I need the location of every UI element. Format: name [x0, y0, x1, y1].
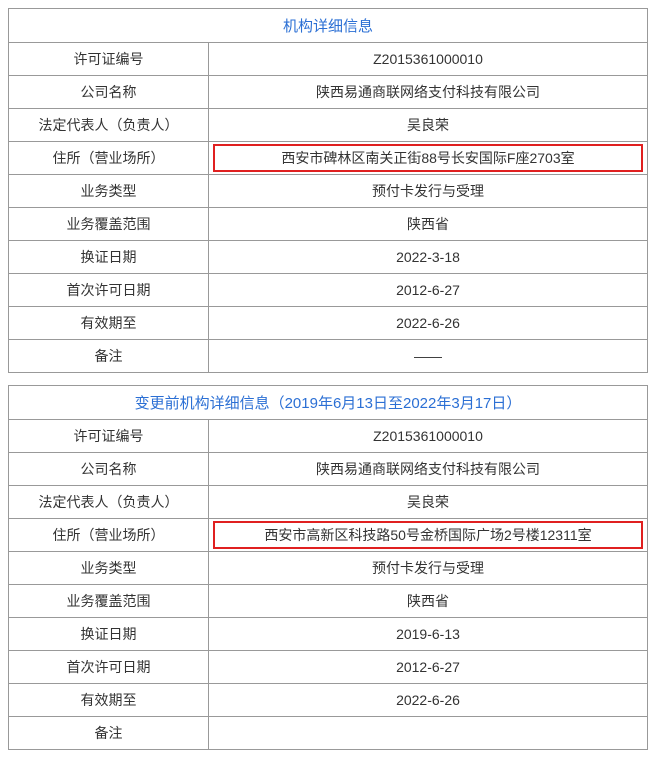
row-value: 陕西省	[209, 585, 648, 618]
table-row: 业务覆盖范围陕西省	[9, 208, 648, 241]
table-row: 许可证编号Z2015361000010	[9, 420, 648, 453]
table: 变更前机构详细信息（2019年6月13日至2022年3月17日）许可证编号Z20…	[8, 385, 648, 750]
row-value: 西安市高新区科技路50号金桥国际广场2号楼12311室	[209, 519, 648, 552]
row-label: 业务覆盖范围	[9, 585, 209, 618]
row-label: 首次许可日期	[9, 274, 209, 307]
row-value: 2012-6-27	[209, 651, 648, 684]
row-label: 公司名称	[9, 453, 209, 486]
table: 机构详细信息许可证编号Z2015361000010公司名称陕西易通商联网络支付科…	[8, 8, 648, 373]
row-value: 陕西省	[209, 208, 648, 241]
row-value: 预付卡发行与受理	[209, 175, 648, 208]
row-label: 换证日期	[9, 618, 209, 651]
table-title: 机构详细信息	[9, 9, 648, 43]
row-value: Z2015361000010	[209, 43, 648, 76]
row-label: 有效期至	[9, 307, 209, 340]
row-label: 首次许可日期	[9, 651, 209, 684]
row-label: 法定代表人（负责人）	[9, 109, 209, 142]
row-value: 2022-3-18	[209, 241, 648, 274]
row-label: 许可证编号	[9, 420, 209, 453]
row-value: 西安市碑林区南关正街88号长安国际F座2703室	[209, 142, 648, 175]
row-value: ——	[209, 340, 648, 373]
table-row: 换证日期2019-6-13	[9, 618, 648, 651]
table-row: 住所（营业场所）西安市碑林区南关正街88号长安国际F座2703室	[9, 142, 648, 175]
row-value: 预付卡发行与受理	[209, 552, 648, 585]
row-label: 法定代表人（负责人）	[9, 486, 209, 519]
row-value: 2022-6-26	[209, 684, 648, 717]
row-label: 有效期至	[9, 684, 209, 717]
row-label: 备注	[9, 717, 209, 750]
table-title: 变更前机构详细信息（2019年6月13日至2022年3月17日）	[9, 386, 648, 420]
row-label: 换证日期	[9, 241, 209, 274]
row-value: 陕西易通商联网络支付科技有限公司	[209, 453, 648, 486]
table-row: 许可证编号Z2015361000010	[9, 43, 648, 76]
info-table-0: 机构详细信息许可证编号Z2015361000010公司名称陕西易通商联网络支付科…	[8, 8, 648, 373]
table-row: 公司名称陕西易通商联网络支付科技有限公司	[9, 453, 648, 486]
row-label: 住所（营业场所）	[9, 519, 209, 552]
table-row: 住所（营业场所）西安市高新区科技路50号金桥国际广场2号楼12311室	[9, 519, 648, 552]
table-row: 备注——	[9, 340, 648, 373]
table-row: 换证日期2022-3-18	[9, 241, 648, 274]
row-label: 业务类型	[9, 175, 209, 208]
row-label: 备注	[9, 340, 209, 373]
table-row: 业务类型预付卡发行与受理	[9, 175, 648, 208]
row-value	[209, 717, 648, 750]
document-root: 机构详细信息许可证编号Z2015361000010公司名称陕西易通商联网络支付科…	[8, 8, 648, 750]
table-row: 首次许可日期2012-6-27	[9, 274, 648, 307]
row-label: 许可证编号	[9, 43, 209, 76]
table-row: 公司名称陕西易通商联网络支付科技有限公司	[9, 76, 648, 109]
table-row: 有效期至2022-6-26	[9, 307, 648, 340]
table-row: 有效期至2022-6-26	[9, 684, 648, 717]
table-row: 业务覆盖范围陕西省	[9, 585, 648, 618]
row-value: 吴良荣	[209, 109, 648, 142]
row-value: 陕西易通商联网络支付科技有限公司	[209, 76, 648, 109]
table-row: 法定代表人（负责人）吴良荣	[9, 109, 648, 142]
table-row: 首次许可日期2012-6-27	[9, 651, 648, 684]
row-label: 住所（营业场所）	[9, 142, 209, 175]
info-table-1: 变更前机构详细信息（2019年6月13日至2022年3月17日）许可证编号Z20…	[8, 385, 648, 750]
row-value: 2022-6-26	[209, 307, 648, 340]
row-label: 业务类型	[9, 552, 209, 585]
table-row: 法定代表人（负责人）吴良荣	[9, 486, 648, 519]
row-value: Z2015361000010	[209, 420, 648, 453]
table-row: 业务类型预付卡发行与受理	[9, 552, 648, 585]
row-value: 吴良荣	[209, 486, 648, 519]
row-label: 公司名称	[9, 76, 209, 109]
row-label: 业务覆盖范围	[9, 208, 209, 241]
row-value: 2019-6-13	[209, 618, 648, 651]
row-value: 2012-6-27	[209, 274, 648, 307]
table-row: 备注	[9, 717, 648, 750]
